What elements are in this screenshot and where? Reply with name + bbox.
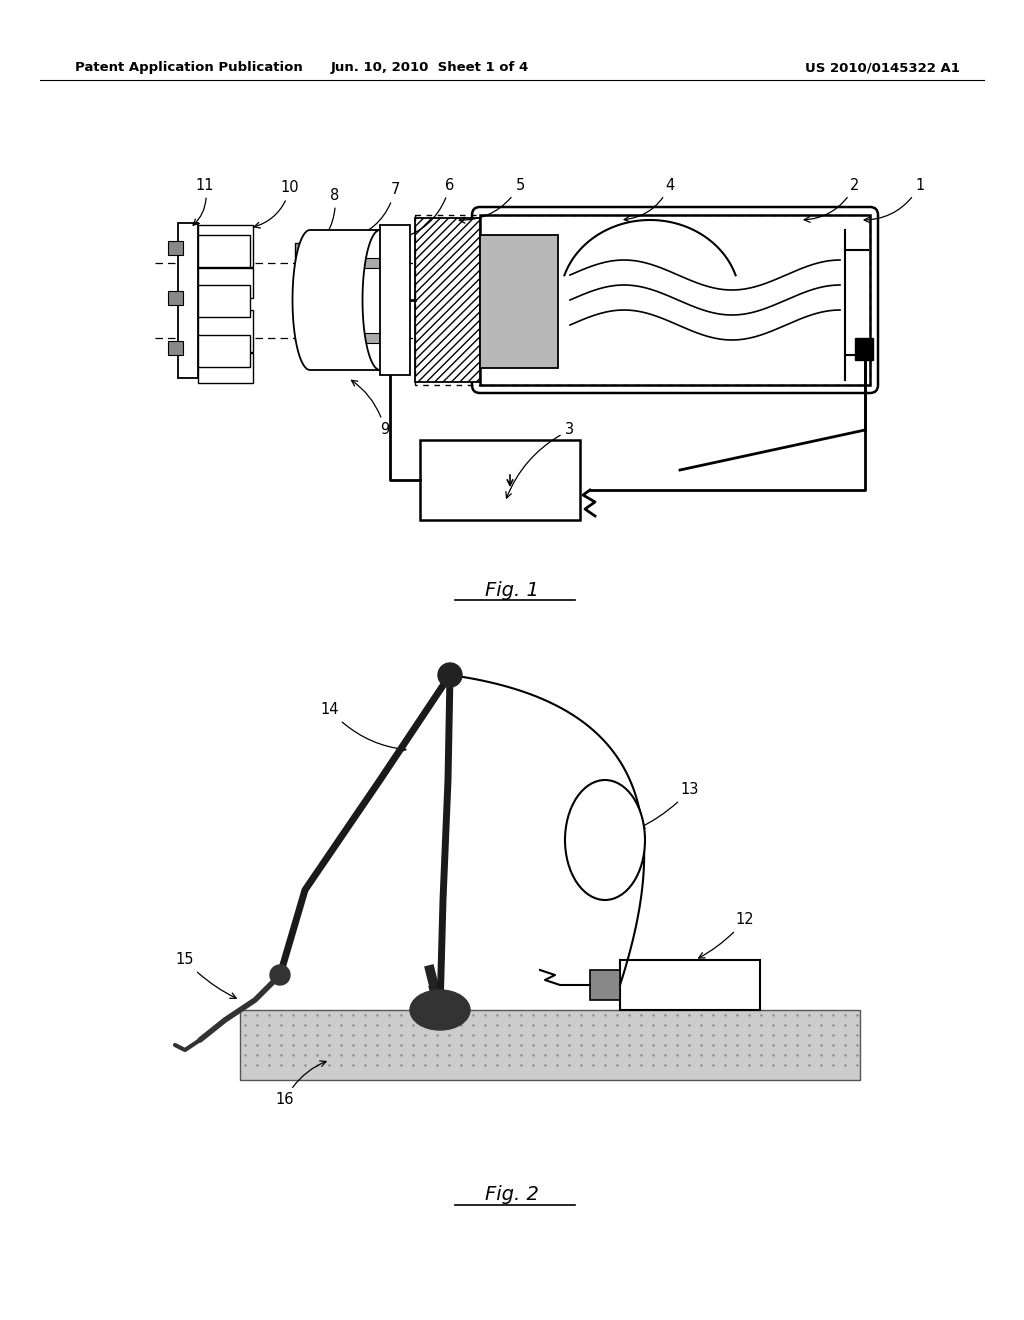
Circle shape	[438, 663, 462, 686]
Text: Jun. 10, 2010  Sheet 1 of 4: Jun. 10, 2010 Sheet 1 of 4	[331, 62, 529, 74]
Text: Fig. 2: Fig. 2	[485, 1185, 539, 1204]
Text: Patent Application Publication: Patent Application Publication	[75, 62, 303, 74]
Text: 8: 8	[308, 187, 340, 252]
Text: 10: 10	[254, 181, 299, 228]
Bar	[198, 224, 253, 267]
Bar	[168, 242, 183, 255]
Bar	[590, 970, 620, 1001]
Text: Fig. 1: Fig. 1	[485, 581, 539, 599]
Text: 16: 16	[275, 1061, 326, 1107]
Text: 7: 7	[349, 182, 399, 240]
Text: 14: 14	[321, 702, 406, 752]
Text: 3: 3	[506, 422, 574, 498]
Bar	[198, 352, 253, 383]
Text: 15: 15	[176, 953, 237, 998]
Bar	[620, 960, 760, 1010]
Bar	[168, 341, 183, 355]
Bar	[198, 335, 250, 367]
Ellipse shape	[565, 780, 645, 900]
Circle shape	[270, 965, 290, 985]
Bar	[168, 290, 183, 305]
Polygon shape	[293, 230, 380, 370]
Bar	[198, 285, 250, 317]
Bar	[315, 333, 380, 343]
Text: 1: 1	[864, 177, 925, 223]
Text: 5: 5	[459, 177, 524, 223]
Bar	[480, 235, 558, 368]
Bar	[295, 243, 317, 265]
Bar	[380, 224, 410, 375]
Text: 13: 13	[639, 783, 699, 829]
Bar	[240, 1010, 860, 1080]
Text: 4: 4	[625, 177, 675, 222]
Bar	[415, 218, 480, 381]
Bar	[198, 235, 250, 267]
Bar	[198, 310, 253, 352]
FancyBboxPatch shape	[472, 207, 878, 393]
Bar	[315, 257, 380, 268]
Text: 11: 11	[194, 177, 214, 226]
Bar	[480, 215, 870, 385]
Bar	[295, 318, 317, 341]
Text: 2: 2	[804, 177, 860, 222]
Bar	[420, 440, 580, 520]
Text: US 2010/0145322 A1: US 2010/0145322 A1	[805, 62, 961, 74]
Bar	[855, 338, 873, 360]
Text: 12: 12	[698, 912, 755, 958]
Bar	[178, 223, 198, 378]
Text: 6: 6	[399, 177, 455, 240]
Ellipse shape	[410, 990, 470, 1030]
Text: 9: 9	[351, 380, 389, 437]
Bar	[198, 268, 253, 298]
